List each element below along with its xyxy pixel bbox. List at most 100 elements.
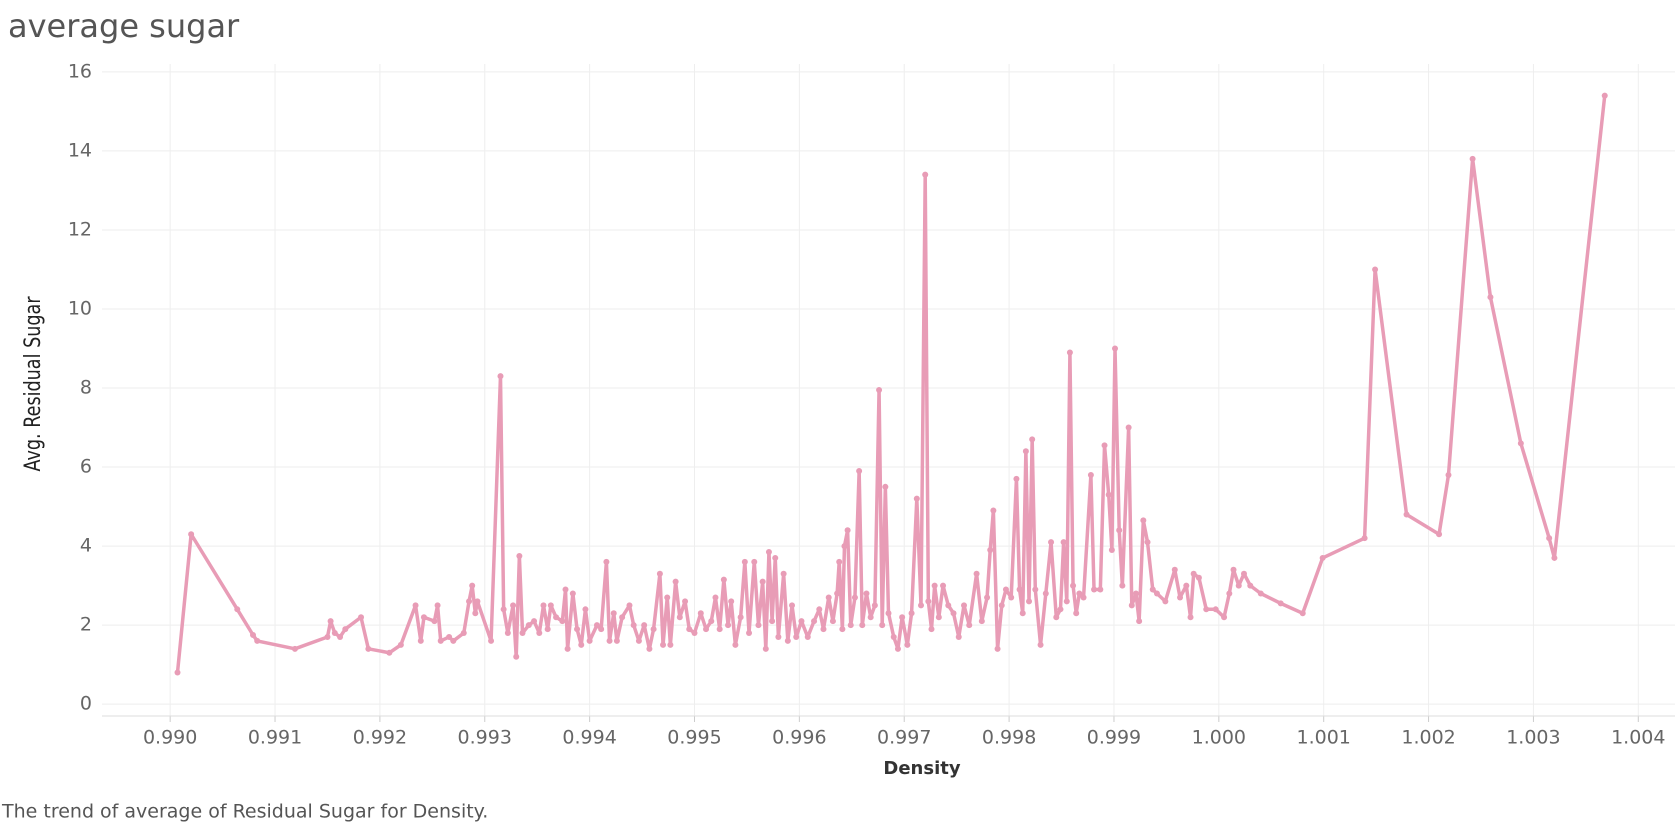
point (769, 618, 776, 625)
point (775, 633, 782, 640)
point (987, 547, 994, 554)
point (324, 633, 331, 640)
point (882, 483, 889, 490)
point (606, 637, 613, 644)
point (582, 606, 589, 613)
point (935, 614, 942, 621)
point (1136, 618, 1143, 625)
point (847, 622, 854, 629)
point (1037, 641, 1044, 648)
point (765, 549, 772, 556)
point (525, 622, 532, 629)
point (716, 626, 723, 633)
point (610, 610, 617, 617)
point (1042, 590, 1049, 597)
point (720, 576, 727, 583)
point (950, 610, 957, 617)
point (955, 633, 962, 640)
point (816, 606, 823, 613)
point (879, 622, 886, 629)
point (619, 614, 626, 621)
point (664, 594, 671, 601)
x-tick-label: 1.004 (1611, 727, 1665, 749)
point (510, 602, 517, 609)
point (890, 633, 897, 640)
point (990, 507, 997, 514)
point (250, 631, 257, 638)
point (437, 637, 444, 644)
point (1257, 590, 1264, 597)
point (1105, 491, 1112, 498)
point (922, 171, 929, 178)
point (431, 618, 438, 625)
point (291, 645, 298, 652)
x-tick-label: 0.998 (982, 727, 1036, 749)
point (978, 618, 985, 625)
point (998, 602, 1005, 609)
point (1032, 586, 1039, 593)
point (904, 641, 911, 648)
point (331, 630, 338, 637)
point (1048, 539, 1055, 546)
point (337, 633, 344, 640)
point (1187, 614, 1194, 621)
point (829, 618, 836, 625)
point (825, 594, 832, 601)
caption: The trend of average of Residual Sugar f… (1, 801, 488, 823)
point (931, 582, 938, 589)
y-tick-label: 6 (80, 456, 92, 478)
x-tick-label: 1.000 (1192, 727, 1246, 749)
x-tick-label: 0.991 (248, 727, 302, 749)
point (741, 558, 748, 565)
point (1277, 600, 1284, 607)
point (1171, 566, 1178, 573)
point (1026, 598, 1033, 605)
point (732, 641, 739, 648)
point (834, 590, 841, 597)
point (961, 602, 968, 609)
point (460, 630, 467, 637)
point (908, 610, 915, 617)
point (851, 594, 858, 601)
point (1016, 586, 1023, 593)
chart-title: average sugar (8, 7, 240, 45)
point (667, 641, 674, 648)
point (1230, 566, 1237, 573)
point (559, 618, 566, 625)
point (1076, 590, 1083, 597)
y-tick-label: 0 (80, 693, 92, 715)
point (1128, 602, 1135, 609)
point (1190, 570, 1197, 577)
point (1070, 582, 1077, 589)
point (547, 602, 554, 609)
point (1125, 424, 1132, 431)
point (420, 614, 427, 621)
y-tick-label: 8 (80, 377, 92, 399)
point (641, 622, 648, 629)
point (569, 590, 576, 597)
point (1066, 349, 1073, 356)
point (417, 637, 424, 644)
point (759, 578, 766, 585)
point (1247, 582, 1254, 589)
point (1551, 554, 1558, 561)
x-tick-label: 0.990 (143, 727, 197, 749)
point (945, 602, 952, 609)
point (540, 602, 547, 609)
y-tick-label: 16 (68, 60, 92, 82)
point (811, 618, 818, 625)
point (1108, 547, 1115, 554)
point (1361, 535, 1368, 542)
point (876, 387, 883, 393)
point (1212, 606, 1219, 613)
point (488, 637, 495, 644)
point (466, 598, 473, 605)
y-tick-label: 10 (68, 297, 92, 319)
point (1112, 345, 1119, 352)
point (1116, 527, 1123, 534)
point (839, 626, 846, 633)
point (1097, 586, 1104, 593)
point (1162, 598, 1169, 605)
point (613, 637, 620, 644)
point (780, 570, 787, 577)
